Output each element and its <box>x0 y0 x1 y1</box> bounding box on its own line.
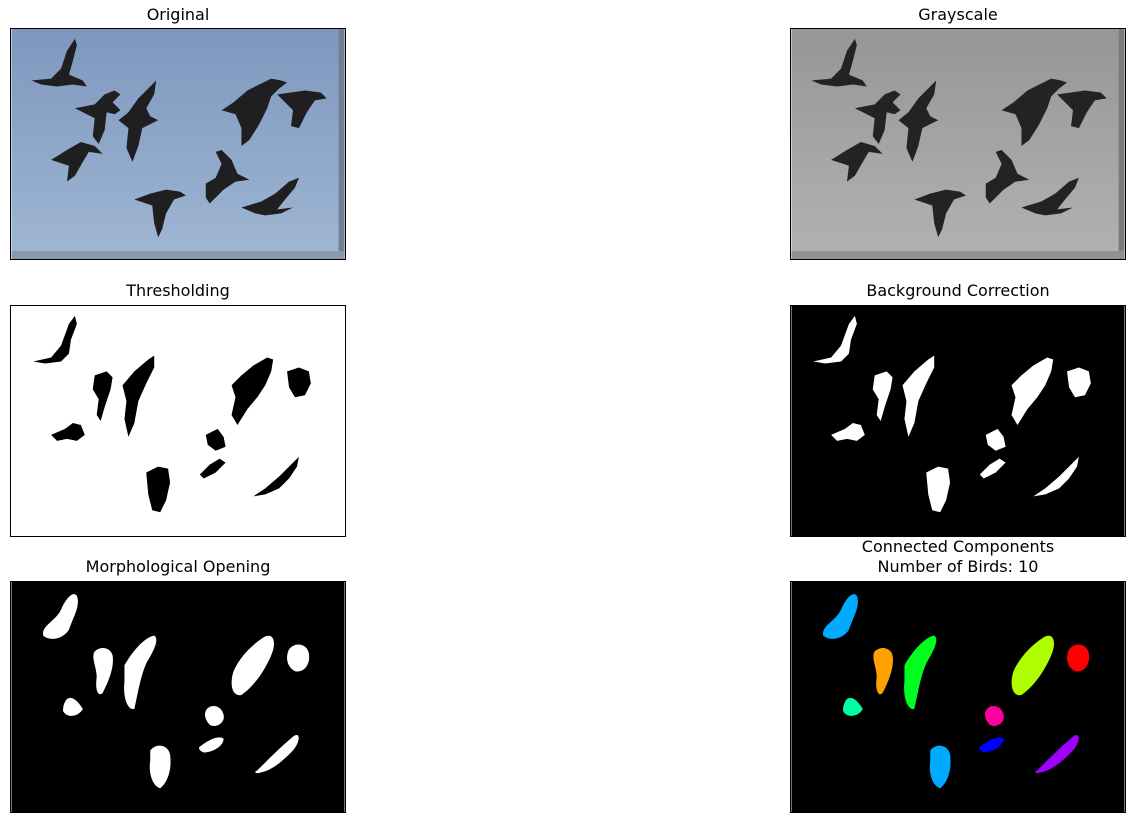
panel-connected-components <box>790 581 1126 813</box>
panel-original <box>10 28 346 260</box>
grayscale-image <box>791 29 1125 259</box>
panel-title-background-correction: Background Correction <box>790 281 1126 301</box>
original-image <box>11 29 345 259</box>
components-title-line1: Connected Components <box>790 537 1126 557</box>
panel-title-morphological-opening: Morphological Opening <box>10 557 346 577</box>
panel-background-correction <box>790 305 1126 537</box>
panel-thresholding <box>10 305 346 537</box>
panel-grayscale <box>790 28 1126 260</box>
components-image <box>791 582 1125 812</box>
panel-title-thresholding: Thresholding <box>10 281 346 301</box>
background-correction-image <box>791 306 1125 536</box>
panel-title-original: Original <box>10 5 346 25</box>
panel-morphological-opening <box>10 581 346 813</box>
panel-title-connected-components: Connected Components Number of Birds: 10 <box>790 537 1126 577</box>
panel-title-grayscale: Grayscale <box>790 5 1126 25</box>
components-title-line2: Number of Birds: 10 <box>790 557 1126 577</box>
threshold-image <box>11 306 345 536</box>
opening-image <box>11 582 345 812</box>
